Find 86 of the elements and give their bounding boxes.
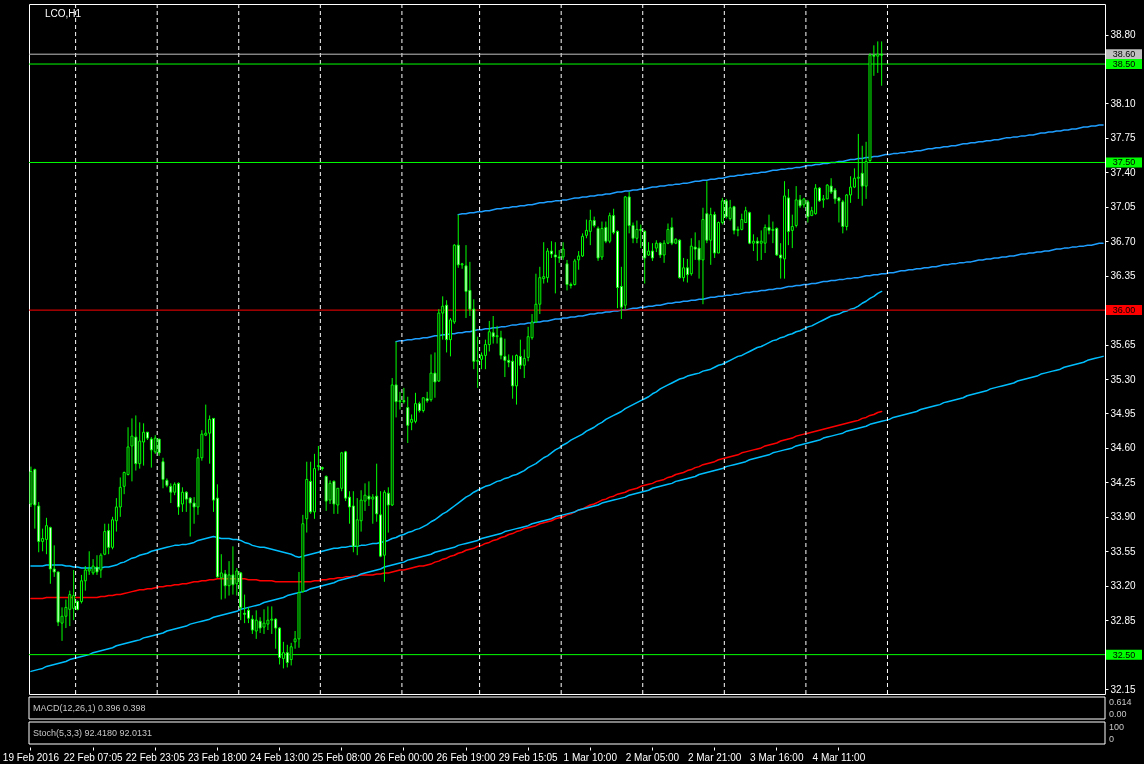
line-series — [30, 355, 1104, 673]
y-tick-label: 33.90 — [1110, 511, 1136, 523]
x-tick-label: 23 Feb 18:00 — [187, 751, 248, 763]
candlestick — [328, 479, 332, 505]
candlestick — [177, 481, 181, 516]
candlestick — [565, 259, 569, 291]
candlestick — [588, 209, 592, 246]
x-tick-label: 22 Feb 07:05 — [63, 751, 123, 763]
y-tick-label: 37.75 — [1110, 132, 1136, 144]
candlestick — [487, 320, 491, 352]
candlestick — [107, 523, 111, 555]
candlestick — [153, 434, 157, 455]
x-tick-label: 4 Mar 11:00 — [812, 751, 866, 763]
candlestick — [553, 241, 557, 294]
y-tick-label: 33.20 — [1110, 580, 1136, 592]
candlestick — [130, 417, 134, 482]
candlestick — [270, 605, 274, 635]
candlestick — [670, 217, 674, 246]
y-tick-label: 36.70 — [1110, 235, 1136, 247]
x-tick-label: 22 Feb 23:05 — [125, 751, 186, 763]
text: MACD(12,26,1) 0.396 0.398 — [33, 703, 146, 713]
x-tick-label: 2 Mar 05:00 — [625, 751, 680, 763]
candlestick — [371, 493, 375, 525]
candlestick — [635, 220, 639, 244]
text: Stoch(5,3,3) 92.4180 92.0131 — [33, 728, 153, 738]
candlestick — [138, 421, 142, 470]
line-series — [395, 242, 1104, 343]
y-tick-label: 37.40 — [1110, 166, 1136, 178]
candlestick — [250, 614, 254, 635]
y-tick-label: 35.30 — [1110, 373, 1136, 385]
candlestick — [180, 486, 184, 513]
candlestick — [367, 480, 371, 507]
candlestick — [316, 445, 320, 472]
x-tick-label: 3 Mar 16:00 — [750, 751, 804, 763]
x-tick-label: 29 Feb 15:05 — [498, 751, 559, 763]
candlestick — [262, 608, 266, 635]
y-tick-label: 34.25 — [1110, 476, 1136, 488]
candlestick — [332, 479, 336, 515]
candlestick — [266, 605, 270, 631]
y-tick-label: 38.80 — [1110, 29, 1136, 41]
y-tick-label: 32.15 — [1110, 683, 1136, 695]
candlestick — [254, 609, 258, 640]
candlestick — [406, 396, 410, 444]
text: 0 — [1109, 734, 1115, 744]
candlestick — [491, 315, 495, 345]
y-tick-label: 32.85 — [1110, 614, 1136, 626]
candlestick — [522, 348, 526, 379]
candlestick — [573, 258, 577, 287]
candlestick — [184, 490, 188, 513]
candlestick — [95, 554, 99, 576]
text: 100 — [1109, 722, 1125, 732]
x-tick-label: 24 Feb 13:00 — [250, 751, 310, 763]
x-tick-label: 19 Feb 2016 — [2, 751, 60, 763]
y-tick-label: 36.35 — [1110, 270, 1136, 282]
y-tick-label: 33.55 — [1110, 545, 1136, 557]
y-tick-label: 35.65 — [1110, 339, 1136, 351]
ref-line-label: 38.60 — [1112, 49, 1136, 60]
x-tick-label: 26 Feb 19:00 — [436, 751, 496, 763]
candlestick — [759, 229, 763, 261]
candlestick — [68, 590, 72, 627]
x-tick-label: 2 Mar 21:00 — [687, 751, 742, 763]
x-tick-label: 26 Feb 00:00 — [374, 751, 434, 763]
candlestick — [72, 569, 76, 621]
y-tick-label: 37.05 — [1110, 201, 1136, 213]
candlestick — [581, 232, 585, 258]
y-tick-label: 38.10 — [1110, 97, 1136, 109]
ref-line-label: 37.50 — [1112, 157, 1136, 168]
text: 0.614 — [1109, 697, 1132, 707]
candlestick — [149, 436, 153, 469]
candlestick — [584, 219, 588, 239]
candlestick — [188, 496, 192, 538]
ref-line-label: 32.50 — [1112, 649, 1136, 660]
candlestick — [169, 482, 173, 504]
text: 0.00 — [1109, 709, 1127, 719]
y-tick-label: 34.60 — [1110, 442, 1136, 454]
ref-line-label: 38.50 — [1112, 59, 1136, 70]
candlestick — [231, 545, 235, 596]
x-tick-label: 25 Feb 08:00 — [312, 751, 372, 763]
y-tick-label: 34.95 — [1110, 407, 1136, 419]
ref-line-label: 36.00 — [1112, 305, 1136, 316]
candlestick — [755, 236, 759, 262]
x-tick-label: 1 Mar 10:00 — [563, 751, 618, 763]
chart-title: LCO,H1 — [45, 8, 82, 19]
candlestick — [118, 476, 122, 518]
candlestick — [161, 457, 165, 489]
line-series — [457, 124, 1104, 216]
